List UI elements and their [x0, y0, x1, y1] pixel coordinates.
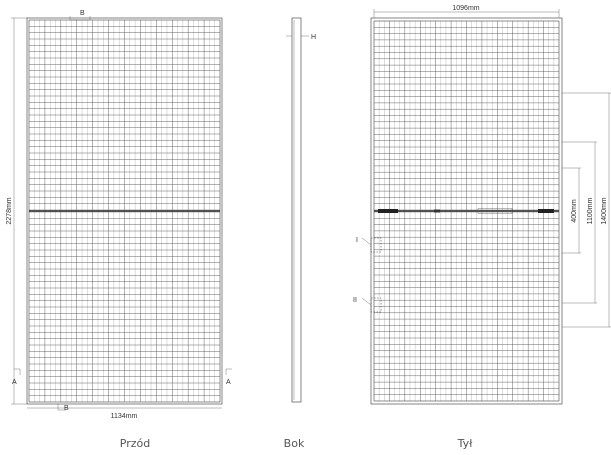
mount-label-400: 400mm [571, 199, 578, 223]
side-profile [291, 17, 302, 403]
front-panel-frame [26, 17, 223, 405]
mount-label-1400: 1400mm [601, 197, 608, 224]
front-view: 2278mm 1134mm A A B B Przód [6, 10, 232, 450]
front-width-label: 1134mm [111, 413, 138, 420]
section-marker-right: A [226, 379, 231, 386]
front-height-label: 2278mm [6, 197, 13, 224]
detail-marker-bottom: B [64, 405, 69, 412]
back-panel-frame [370, 17, 563, 405]
back-width-label: 1096mm [452, 5, 479, 12]
junction-box-center [477, 208, 513, 214]
mount-label-1100: 1100mm [587, 197, 594, 224]
junction-box-right [538, 209, 554, 213]
junction-box-left [378, 209, 398, 213]
back-view: 1096mm 400mm 1100mm 1400mm I II Tył [353, 5, 611, 450]
detail-label-ii: II [353, 297, 357, 304]
side-thickness-label: H [311, 34, 316, 41]
detail-label-i: I [356, 237, 358, 244]
section-marker-left: A [12, 379, 17, 386]
side-caption: Bok [284, 437, 305, 450]
front-caption: Przód [120, 437, 150, 450]
back-caption: Tył [457, 437, 474, 450]
side-view: H Bok [284, 17, 316, 450]
detail-marker-top: B [80, 10, 85, 17]
